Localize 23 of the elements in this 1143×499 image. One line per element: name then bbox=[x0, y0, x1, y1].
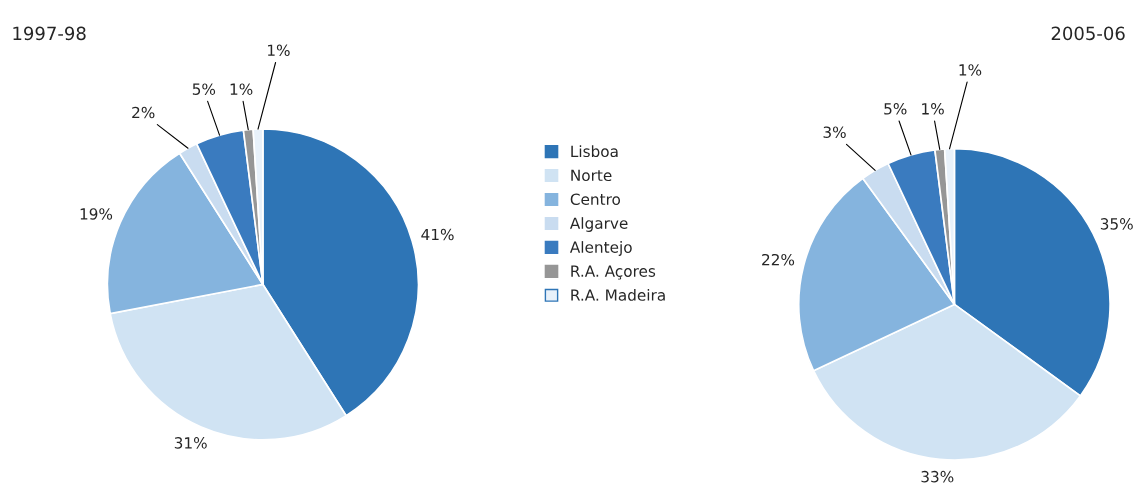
data-label: 1% bbox=[267, 44, 290, 57]
data-label: 41% bbox=[421, 228, 454, 241]
data-label: 19% bbox=[80, 208, 113, 220]
legend-label: R.A. Madeira bbox=[571, 289, 665, 301]
legend-label: Algarve bbox=[569, 217, 628, 232]
data-label: 22% bbox=[762, 253, 795, 266]
legend-label: Norte bbox=[571, 169, 612, 182]
data-label: 1% bbox=[922, 103, 944, 115]
chart-title: 1997-98 bbox=[13, 26, 86, 41]
data-label: 1% bbox=[959, 64, 982, 76]
data-label: 5% bbox=[192, 83, 216, 95]
legend-label: Alentejo bbox=[569, 241, 632, 256]
legend-label: Centro bbox=[570, 193, 621, 206]
data-label: 2% bbox=[132, 106, 155, 119]
legend-label: Lisboa bbox=[571, 145, 618, 158]
chart-title: 2005-06 bbox=[1051, 26, 1125, 41]
data-label: 35% bbox=[1100, 218, 1133, 230]
data-label: 3% bbox=[823, 126, 846, 138]
data-label: 33% bbox=[921, 470, 954, 483]
data-label: 31% bbox=[174, 437, 207, 449]
data-label: 1% bbox=[230, 83, 253, 95]
legend-label: R.A. Açores bbox=[571, 265, 656, 280]
data-label: 5% bbox=[884, 103, 907, 115]
